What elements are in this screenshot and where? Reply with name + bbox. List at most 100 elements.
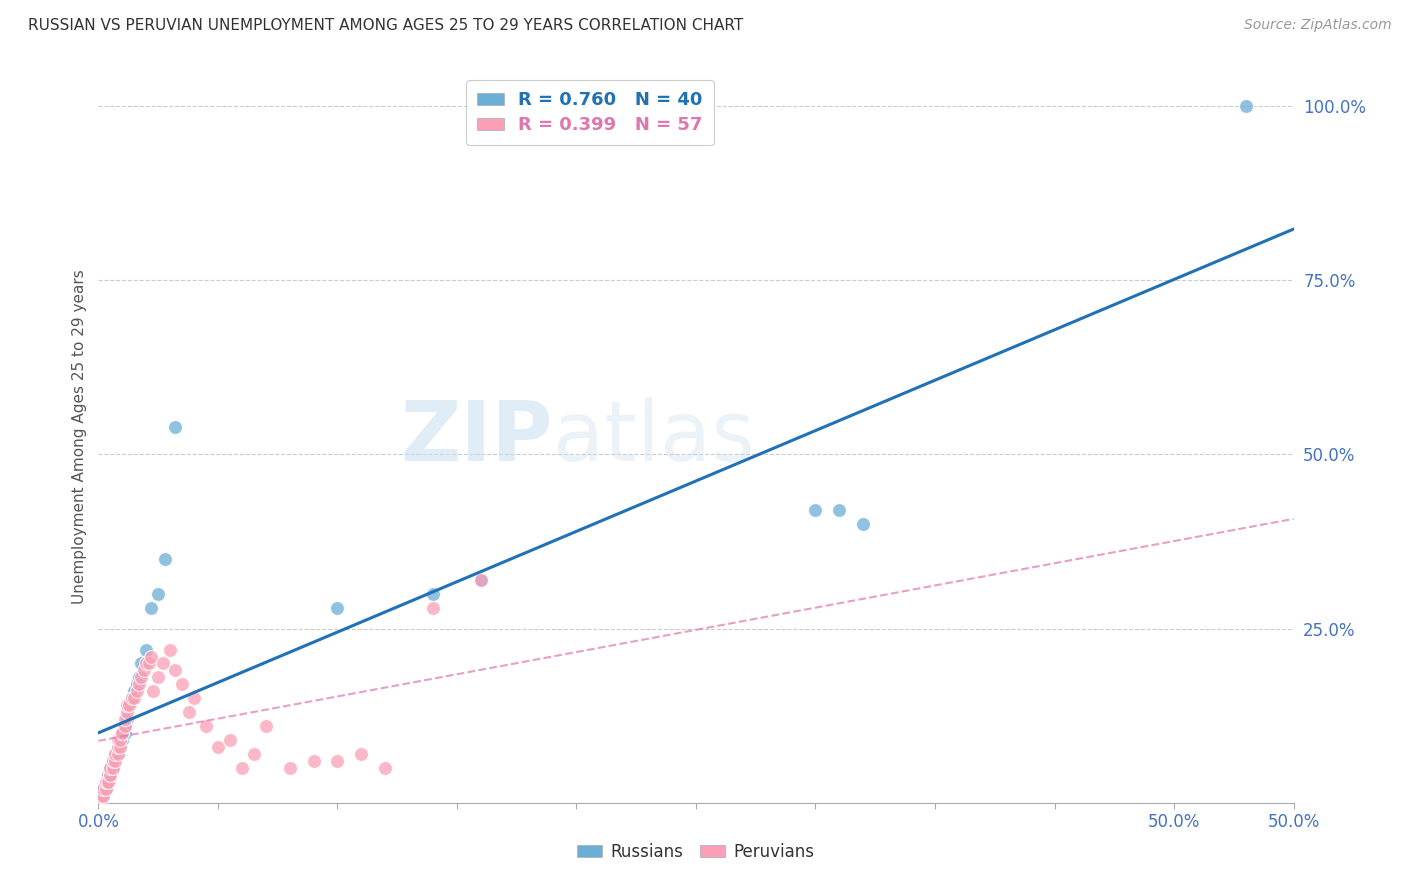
Point [107,747,129,761]
Point [124,691,146,706]
Point [422,600,444,615]
Point [98,768,122,782]
Point [107,733,129,747]
Point [114,719,136,733]
Text: Source: ZipAtlas.com: Source: ZipAtlas.com [1244,18,1392,32]
Point [91,789,114,803]
Point [350,747,373,761]
Point [131,670,153,684]
Point [326,754,349,768]
Point [91,781,114,796]
Point [125,677,148,691]
Point [852,517,875,532]
Point [195,719,218,733]
Point [207,740,229,755]
Point [91,789,114,803]
Point [139,649,162,664]
Point [159,642,181,657]
Point [138,657,160,671]
Point [121,691,143,706]
Point [94,781,117,796]
Point [118,698,141,713]
Point [114,712,136,726]
Point [104,747,127,761]
Point [104,754,127,768]
Point [107,740,129,755]
Point [231,761,253,775]
Point [90,789,112,803]
Point [97,768,120,782]
Point [243,747,266,761]
Point [1234,99,1257,113]
Point [131,657,153,671]
Point [98,768,122,782]
Point [98,761,122,775]
Point [101,754,124,768]
Point [139,600,162,615]
Point [98,761,122,775]
Point [115,712,138,726]
Point [172,677,194,691]
Point [470,573,492,587]
Point [101,761,124,775]
Point [97,775,120,789]
Point [97,775,120,789]
Point [108,733,131,747]
Point [104,747,127,761]
Point [374,761,396,775]
Text: ZIP: ZIP [401,397,553,477]
Point [118,698,141,713]
Point [148,670,170,684]
Point [148,587,170,601]
Point [278,761,301,775]
Text: RUSSIAN VS PERUVIAN UNEMPLOYMENT AMONG AGES 25 TO 29 YEARS CORRELATION CHART: RUSSIAN VS PERUVIAN UNEMPLOYMENT AMONG A… [28,18,744,33]
Point [107,740,129,755]
Point [104,754,127,768]
Point [94,781,117,796]
Point [111,726,134,740]
Point [111,726,134,740]
Point [828,503,851,517]
Point [302,754,325,768]
Point [101,761,124,775]
Point [97,775,120,789]
Point [114,719,136,733]
Point [152,657,174,671]
Point [108,740,131,755]
Point [124,684,146,698]
Point [163,419,186,434]
Point [115,705,138,719]
Point [132,664,155,678]
Point [422,587,444,601]
Point [114,726,136,740]
Point [91,781,114,796]
Point [470,573,492,587]
Point [108,733,131,747]
Y-axis label: Unemployment Among Ages 25 to 29 years: Unemployment Among Ages 25 to 29 years [72,269,87,605]
Point [121,691,143,706]
Point [179,705,201,719]
Point [326,600,349,615]
Point [254,719,277,733]
Point [128,670,150,684]
Text: atlas: atlas [553,397,754,477]
Point [163,664,186,678]
Point [135,657,157,671]
Point [90,796,112,810]
Point [94,775,117,789]
Point [219,733,242,747]
Point [111,733,134,747]
Point [107,747,129,761]
Point [125,684,148,698]
Point [94,775,117,789]
Point [128,677,150,691]
Point [135,642,157,657]
Point [142,684,165,698]
Point [101,754,124,768]
Point [108,740,131,755]
Point [90,789,112,803]
Point [183,691,205,706]
Point [804,503,827,517]
Point [111,726,134,740]
Point [115,698,138,713]
